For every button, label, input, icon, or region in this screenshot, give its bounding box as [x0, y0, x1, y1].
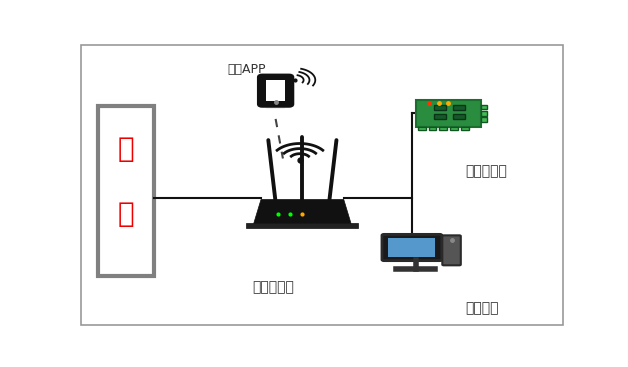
FancyBboxPatch shape: [418, 127, 426, 130]
Text: 外: 外: [117, 135, 134, 163]
FancyBboxPatch shape: [481, 105, 487, 109]
FancyBboxPatch shape: [434, 105, 446, 110]
FancyBboxPatch shape: [442, 235, 461, 265]
Text: 手机APP: 手机APP: [227, 63, 266, 76]
FancyBboxPatch shape: [450, 127, 458, 130]
FancyBboxPatch shape: [461, 127, 468, 130]
FancyBboxPatch shape: [434, 114, 446, 119]
FancyBboxPatch shape: [453, 105, 465, 110]
FancyBboxPatch shape: [388, 238, 435, 257]
Text: 网: 网: [117, 200, 134, 228]
FancyBboxPatch shape: [481, 111, 487, 116]
FancyBboxPatch shape: [416, 100, 481, 127]
FancyBboxPatch shape: [266, 105, 285, 109]
FancyBboxPatch shape: [481, 117, 487, 122]
FancyBboxPatch shape: [429, 127, 436, 130]
FancyBboxPatch shape: [98, 106, 154, 276]
FancyBboxPatch shape: [440, 127, 447, 130]
Polygon shape: [254, 200, 351, 224]
Text: 管理电脑: 管理电脑: [465, 301, 499, 315]
FancyBboxPatch shape: [382, 235, 442, 261]
FancyBboxPatch shape: [258, 75, 293, 106]
Polygon shape: [246, 224, 359, 228]
Text: 门禁控制器: 门禁控制器: [465, 164, 507, 178]
Text: 无线路由器: 无线路由器: [252, 280, 294, 294]
FancyBboxPatch shape: [266, 80, 285, 101]
FancyBboxPatch shape: [453, 114, 465, 119]
